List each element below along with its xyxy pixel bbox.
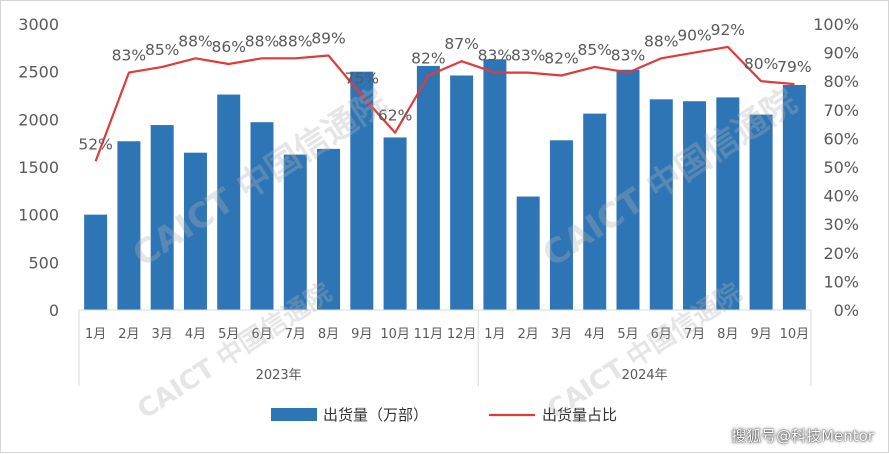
bar-shipments [583,113,607,310]
data-label-ratio: 88% [178,32,212,50]
y-right-tick-label: 60% [823,129,859,148]
bar-shipments [549,140,573,310]
x-tick-label: 1月 [484,327,505,342]
x-tick-label: 7月 [285,327,306,342]
line-ratio [94,45,795,162]
data-label-ratio: 83% [478,47,512,65]
x-tick-label: 4月 [185,327,206,342]
bar-shipments [84,214,108,310]
legend-swatch-bar [271,408,317,421]
data-label-ratio: 92% [711,21,745,39]
x-tick-label: 10月 [380,327,410,342]
data-label-ratio: 80% [744,55,778,73]
data-label-ratio: 86% [212,38,246,56]
bar-shipments [616,69,640,310]
legend-label-ratio: 出货量占比 [542,406,617,424]
y-left-tick-label: 0 [49,301,59,320]
bar-shipments [483,59,507,311]
y-right-tick-label: 80% [823,72,859,91]
x-tick-label: 2月 [518,327,539,342]
x-tick-label: 3月 [152,327,173,342]
data-label-ratio: 89% [311,29,345,47]
bar-shipments [450,75,474,310]
data-label-ratio: 83% [611,47,645,65]
x-tick-label: 4月 [584,327,605,342]
y-right-tick-label: 0% [834,301,859,320]
x-tick-label: 5月 [218,327,239,342]
data-label-ratio: 88% [245,32,279,50]
data-label-ratio: 62% [378,107,412,125]
data-label-ratio: 83% [112,47,146,65]
bar-shipments [217,94,241,311]
x-tick-label: 1月 [85,327,106,342]
data-label-ratio: 88% [278,32,312,50]
x-tick-label: 12月 [447,327,477,342]
y-left-tick-label: 2000 [18,110,59,129]
bar-shipments [283,154,307,310]
bar-shipments [749,114,773,310]
x-tick-label: 7月 [684,327,705,342]
data-label-ratio: 87% [444,35,478,53]
source-credit: 搜狐号@科技Mentor [731,427,874,445]
x-tick-label: 8月 [318,327,339,342]
data-label-ratio: 75% [345,70,379,88]
x-tick-label: 2月 [118,327,139,342]
y-left-tick-label: 3000 [18,15,59,34]
data-label-ratio: 79% [777,58,811,76]
y-right-tick-label: 20% [823,244,859,263]
y-right-tick-label: 40% [823,187,859,206]
y-right-tick-label: 90% [823,44,859,63]
x-tick-label: 9月 [351,327,372,342]
group-label: 2024年 [622,368,668,383]
y-left-tick-label: 1500 [18,158,59,177]
x-tick-label: 5月 [617,327,638,342]
y-right-tick-label: 100% [813,15,859,34]
bar-shipments [117,141,141,310]
y-right-tick-label: 30% [823,215,859,234]
bar-shipments [383,137,407,310]
data-label-ratio: 88% [644,32,678,50]
bar-shipments [250,122,274,311]
y-left-tick-label: 2500 [18,63,59,82]
bar-shipments [416,65,440,311]
x-tick-label: 11月 [414,327,444,342]
x-tick-label: 6月 [251,327,272,342]
data-label-ratio: 82% [411,49,445,67]
bar-shipments [649,99,673,311]
y-right-tick-label: 50% [823,158,859,177]
bar-shipments [350,71,374,311]
bar-shipments [317,148,341,310]
data-label-ratio: 90% [677,27,711,45]
data-label-ratio: 85% [578,41,612,59]
bar-shipments [183,152,207,310]
data-label-ratio: 52% [78,135,112,153]
x-tick-label: 8月 [717,327,738,342]
group-label: 2023年 [256,368,302,383]
bar-shipments [150,125,174,310]
bar-shipments [683,101,707,310]
data-label-ratio: 82% [544,49,578,67]
legend-label-shipments: 出货量（万部） [323,406,428,424]
x-tick-label: 10月 [780,327,810,342]
data-label-ratio: 83% [511,47,545,65]
y-right-tick-label: 70% [823,101,859,120]
x-tick-label: 3月 [551,327,572,342]
y-right-tick-label: 10% [823,272,859,291]
x-tick-label: 9月 [750,327,771,342]
y-left-tick-label: 1000 [18,206,59,225]
y-left-tick-label: 500 [28,253,59,272]
bar-shipments [716,97,740,310]
bar-shipments [516,196,540,310]
x-tick-label: 6月 [651,327,672,342]
data-label-ratio: 85% [145,41,179,59]
bar-shipments [782,85,806,310]
